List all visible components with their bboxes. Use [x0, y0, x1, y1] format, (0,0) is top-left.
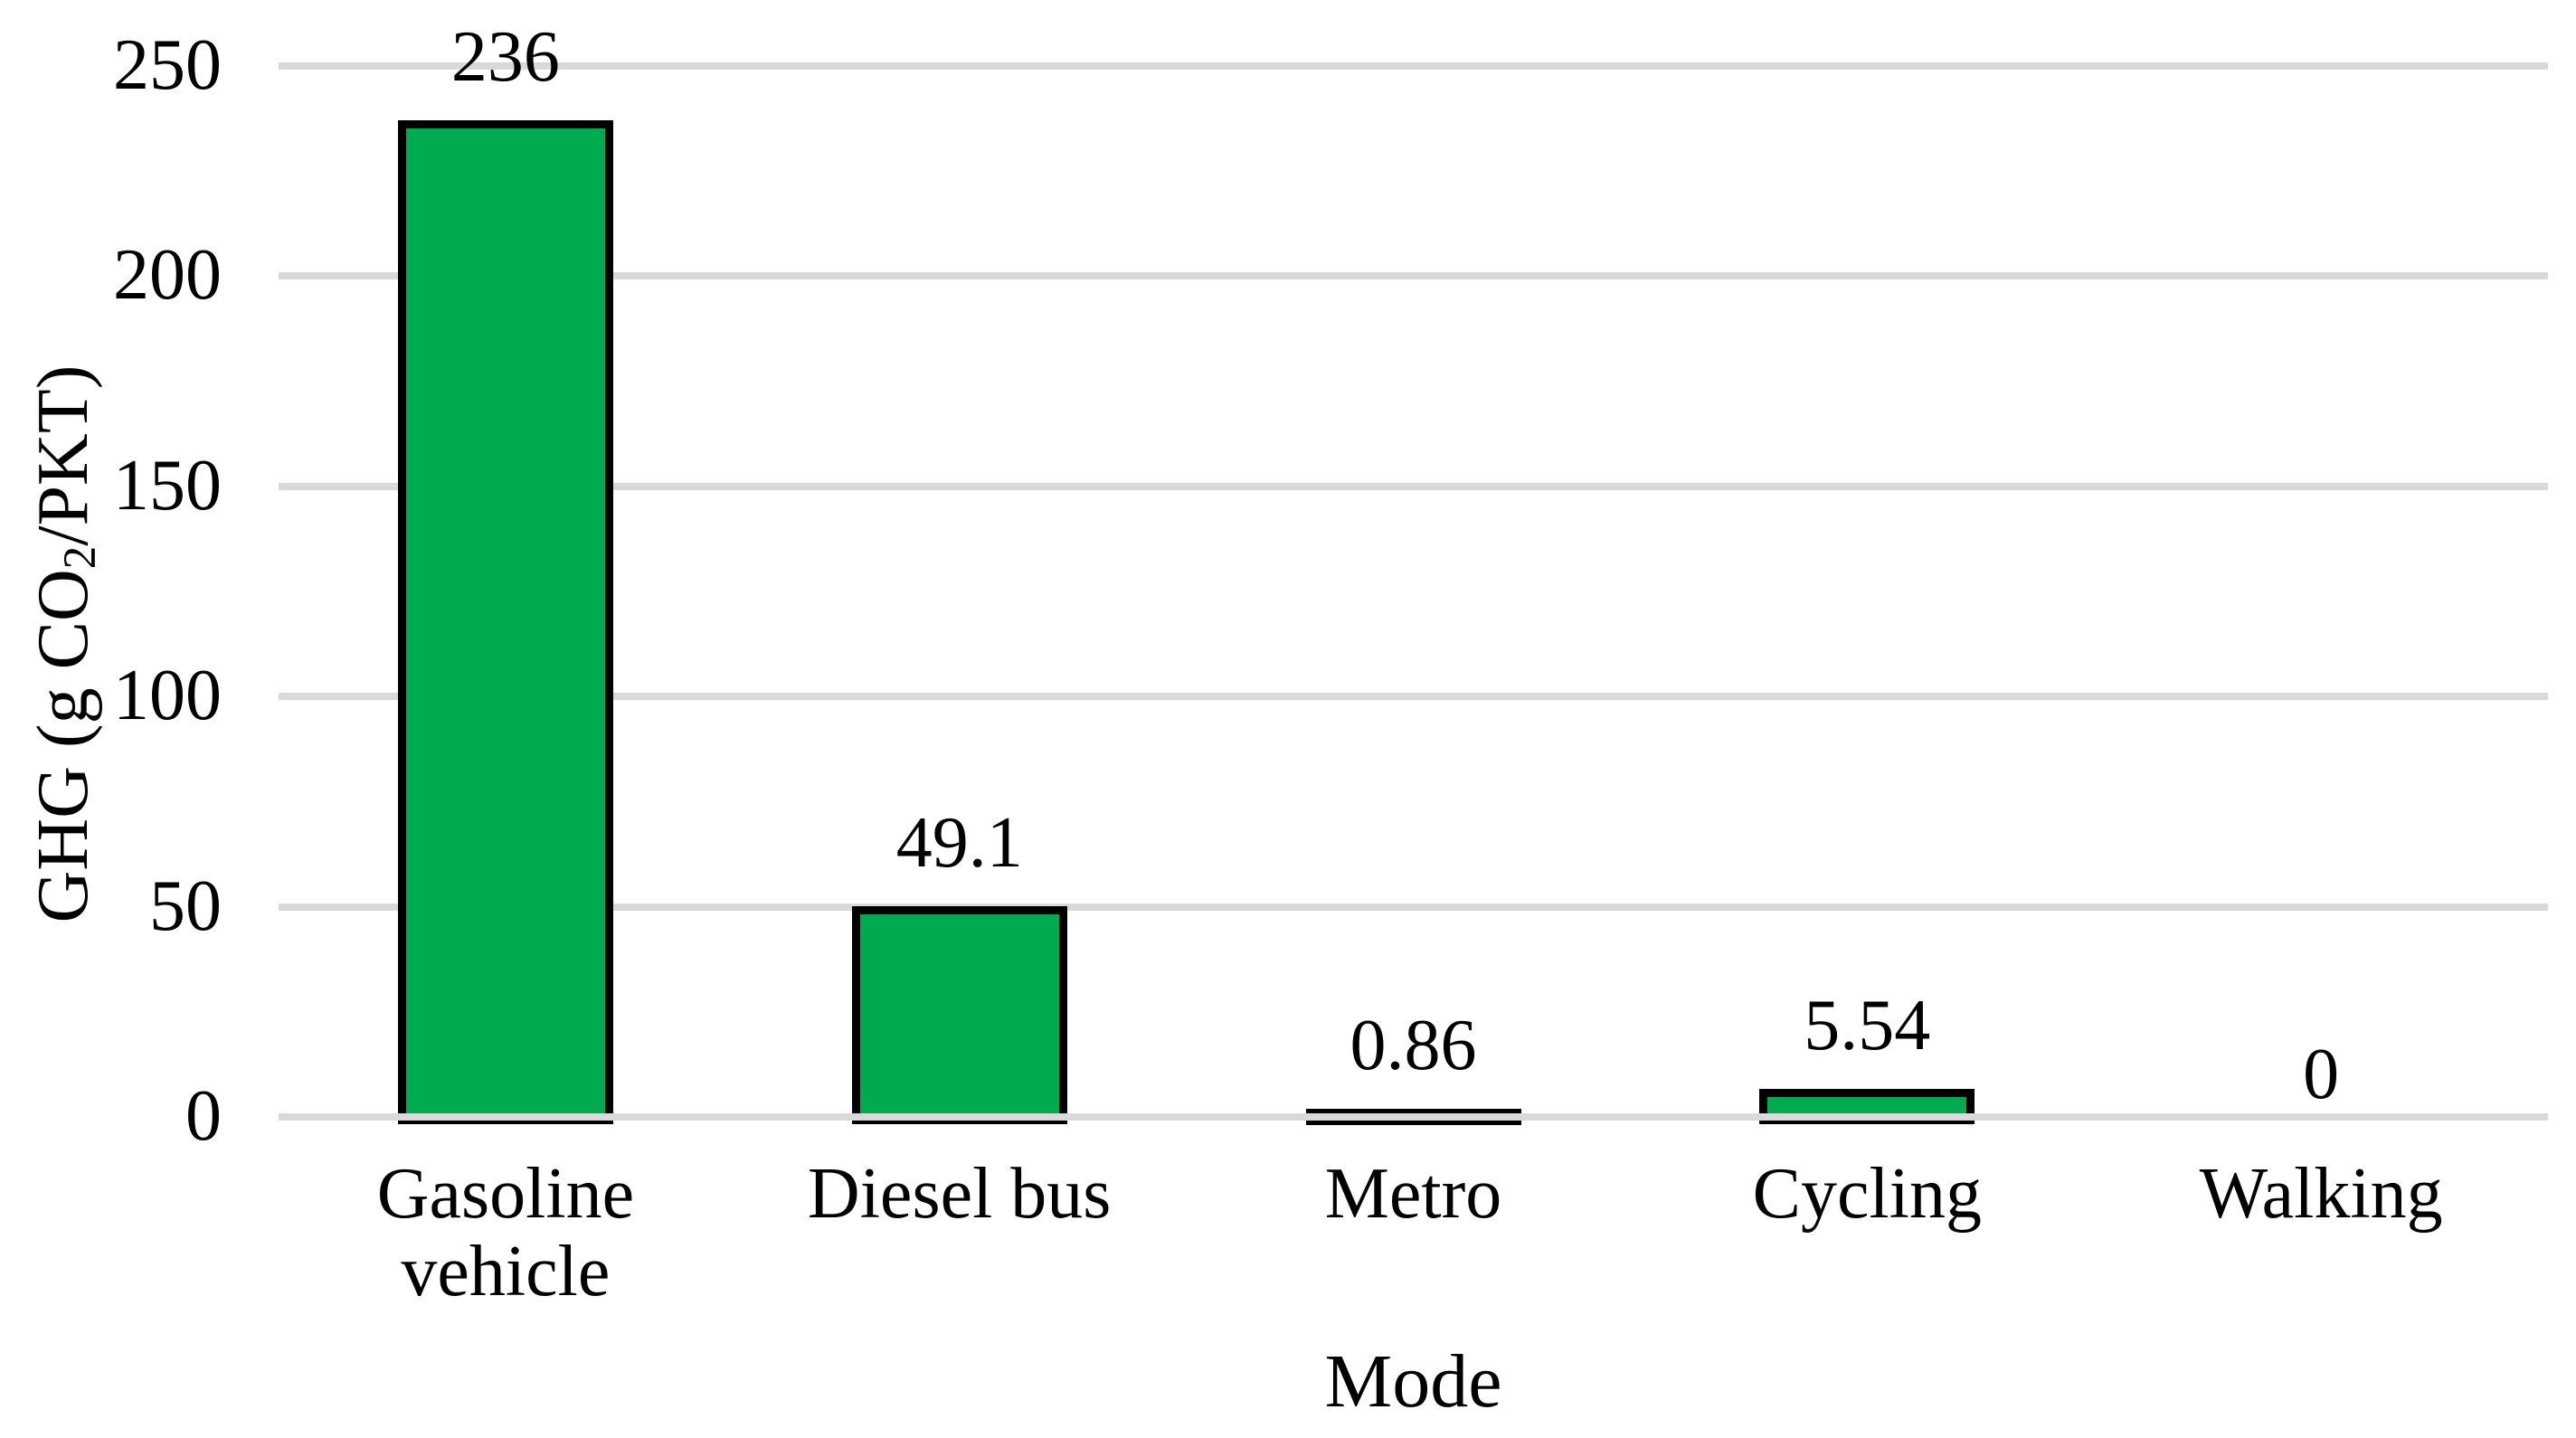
bar-value-label: 5.54 [1804, 986, 1931, 1066]
bar-gasoline-vehicle [397, 120, 613, 1124]
bar-value-label: 49.1 [895, 802, 1023, 883]
y-tick-label: 50 [149, 866, 222, 946]
gridline [279, 272, 2548, 280]
y-axis-title-pre: GHG (g CO [24, 569, 103, 923]
category-label-metro: Metro [1324, 1154, 1502, 1234]
y-tick-label: 0 [185, 1076, 222, 1156]
x-axis-title: Mode [1324, 1339, 1502, 1424]
gridline [279, 693, 2548, 701]
x-axis-line [279, 1113, 2548, 1121]
bar-diesel-bus [851, 905, 1067, 1124]
category-label-diesel-bus: Diesel bus [807, 1154, 1112, 1234]
y-tick-label: 100 [113, 656, 222, 736]
y-tick-label: 200 [113, 235, 222, 316]
gridline [279, 62, 2548, 70]
y-axis-title-post: /PKT) [24, 364, 103, 546]
y-tick-label: 150 [113, 445, 222, 525]
bar-value-label: 0.86 [1350, 1006, 1477, 1085]
y-axis-title: GHG (g CO2/PKT) [24, 364, 106, 923]
category-label-walking: Walking [2199, 1154, 2443, 1234]
category-label-cycling: Cycling [1752, 1154, 1982, 1234]
bar-value-label: 236 [450, 17, 560, 98]
gridline [279, 903, 2548, 911]
gridline [279, 482, 2548, 490]
bar-value-label: 0 [2303, 1035, 2340, 1114]
y-tick-label: 250 [113, 25, 222, 105]
category-label-gasoline-vehicle: Gasoline vehicle [376, 1154, 635, 1311]
y-axis-title-sub: 2 [54, 545, 107, 570]
